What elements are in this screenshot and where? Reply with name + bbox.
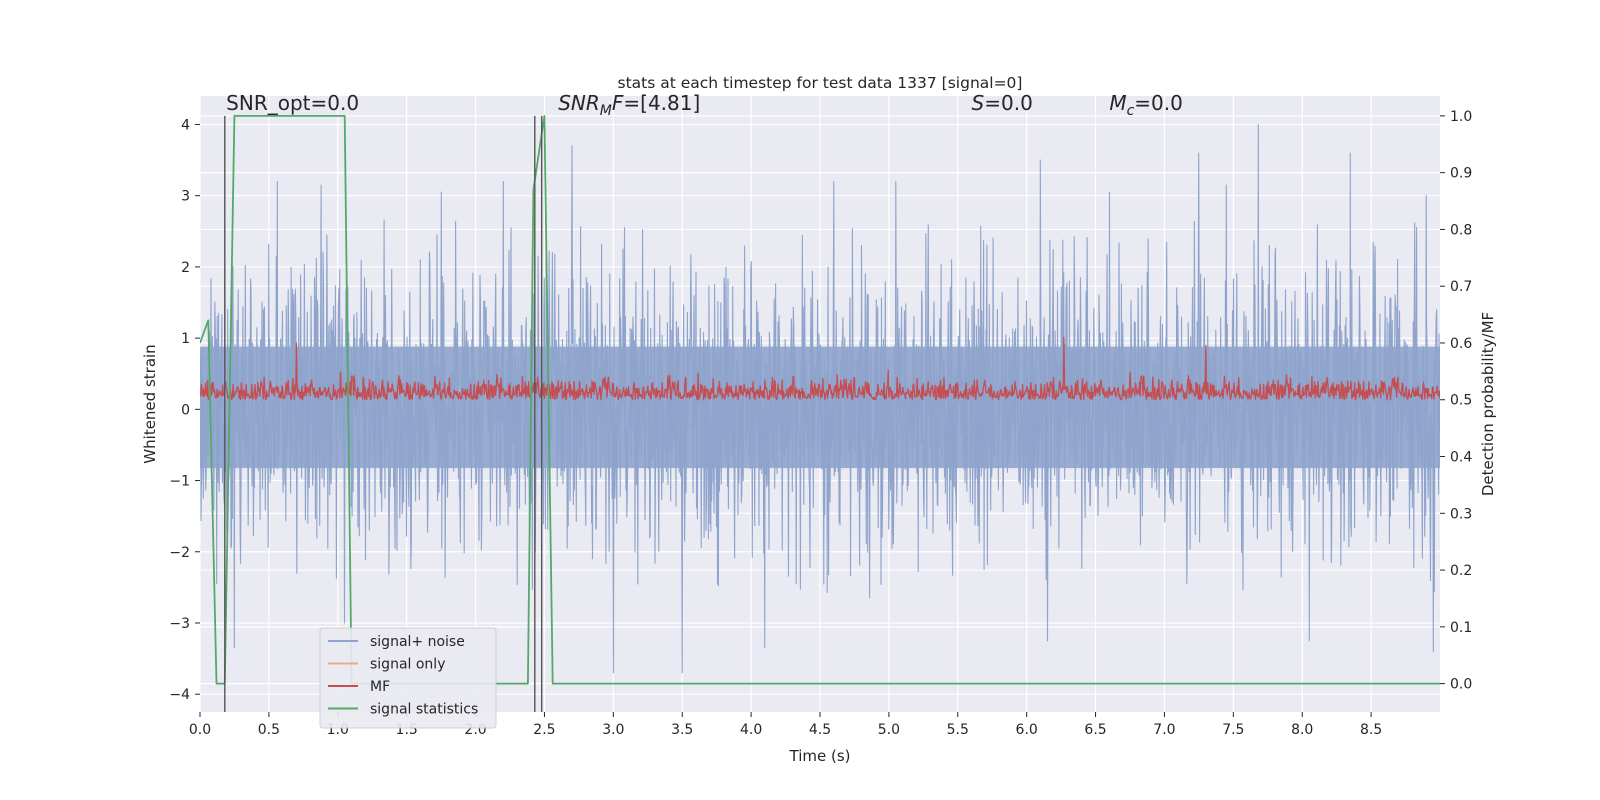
- annotation-part: SNR_opt=0.0: [226, 91, 359, 115]
- x-tick-label: 0.5: [258, 722, 280, 738]
- annotation-text: SNRMF=[4.81]: [558, 91, 700, 119]
- left-y-tick-label: −2: [169, 545, 190, 561]
- annotation-part: F: [612, 91, 624, 115]
- legend-label: signal only: [370, 657, 445, 673]
- annotation-text: SNR_opt=0.0: [226, 91, 359, 115]
- x-tick-label: 0.0: [189, 722, 211, 738]
- annotation-part: M: [600, 103, 612, 119]
- right-y-tick-label: 0.0: [1450, 677, 1472, 693]
- annotations: SNR_opt=0.0 SNRMF=[4.81] S=0.0 Mc=0.0: [226, 91, 1183, 119]
- annotation-part: =0.0: [984, 91, 1033, 115]
- right-y-tick-label: 0.3: [1450, 506, 1472, 522]
- x-tick-label: 7.0: [1153, 722, 1175, 738]
- annotation-part: S: [972, 91, 985, 115]
- right-y-tick-label: 0.5: [1450, 393, 1472, 409]
- left-y-tick-label: 3: [181, 189, 190, 205]
- left-y-tick-label: 1: [181, 331, 190, 347]
- x-tick-label: 5.0: [878, 722, 900, 738]
- left-y-tick-label: −4: [169, 687, 190, 703]
- x-tick-label: 3.5: [671, 722, 693, 738]
- left-y-tick-label: −1: [169, 474, 190, 490]
- x-tick-label: 4.0: [740, 722, 762, 738]
- series-layer: [200, 115, 1440, 712]
- legend: signal+ noise signal only MF signal statist…: [319, 627, 497, 729]
- left-y-tick-label: 2: [181, 260, 190, 276]
- annotation-part: =0.0: [1134, 91, 1183, 115]
- right-y-tick-label: 0.1: [1450, 620, 1472, 636]
- x-tick-label: 8.0: [1291, 722, 1313, 738]
- right-y-axis-title: Detection probability/MF: [1479, 312, 1497, 496]
- x-tick-label: 5.5: [947, 722, 969, 738]
- annotation-part: SNR: [558, 91, 600, 115]
- x-tick-label: 3.0: [602, 722, 624, 738]
- annotation-part: M: [1109, 91, 1126, 115]
- x-tick-label: 2.5: [533, 722, 555, 738]
- right-y-axis-ticks: 0.0 0.1 0.2 0.3 0.4 0.5 0.6 0.7 0.8 0.9 1.0: [1440, 109, 1472, 693]
- left-y-tick-label: −3: [169, 616, 190, 632]
- x-tick-label: 6.0: [1016, 722, 1038, 738]
- legend-label: signal+ noise: [370, 634, 465, 650]
- left-y-tick-label: 0: [181, 402, 190, 418]
- x-tick-label: 7.5: [1222, 722, 1244, 738]
- right-y-tick-label: 0.8: [1450, 222, 1472, 238]
- right-y-tick-label: 1.0: [1450, 109, 1472, 125]
- legend-label: signal statistics: [370, 702, 478, 718]
- right-y-tick-label: 0.7: [1450, 279, 1472, 295]
- right-y-tick-label: 0.9: [1450, 166, 1472, 182]
- right-y-tick-label: 0.6: [1450, 336, 1472, 352]
- left-y-axis-title: Whitened strain: [141, 344, 159, 463]
- annotation-part: c: [1127, 103, 1135, 119]
- right-y-tick-label: 0.4: [1450, 450, 1472, 466]
- left-y-tick-label: 4: [181, 117, 190, 133]
- series-line-mf: [200, 336, 1440, 401]
- legend-label: MF: [370, 679, 390, 695]
- annotation-part: =[4.81]: [623, 91, 700, 115]
- x-tick-label: 6.5: [1084, 722, 1106, 738]
- x-tick-label: 8.5: [1360, 722, 1382, 738]
- x-tick-label: 4.5: [809, 722, 831, 738]
- annotation-text: Mc=0.0: [1109, 91, 1183, 119]
- series-line-signal-statistics: [200, 115, 1440, 685]
- right-y-tick-label: 0.2: [1450, 563, 1472, 579]
- legend-box: [319, 627, 497, 729]
- annotation-text: S=0.0: [972, 91, 1033, 115]
- left-y-axis-ticks: −4 −3 −2 −1 0 1 2 3 4: [169, 117, 200, 703]
- series-line-signal-noise: [200, 123, 1440, 674]
- chart-title: stats at each timestep for test data 133…: [618, 74, 1023, 92]
- x-axis-title: Time (s): [789, 747, 851, 765]
